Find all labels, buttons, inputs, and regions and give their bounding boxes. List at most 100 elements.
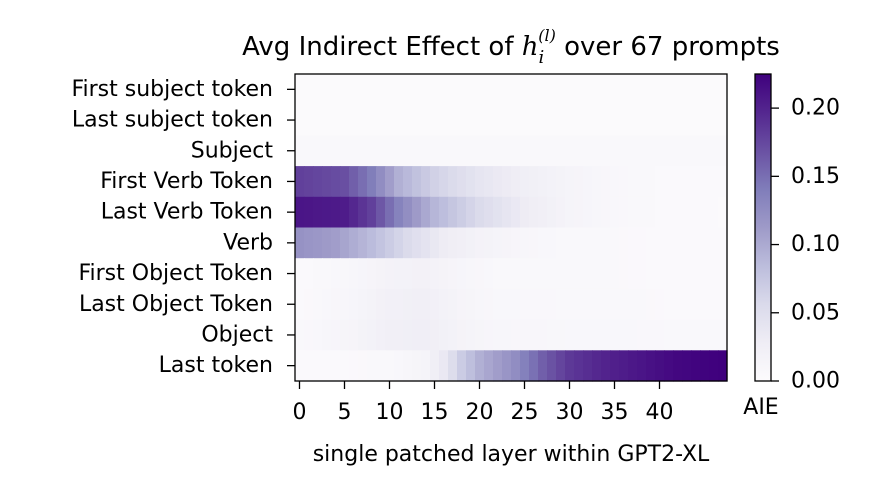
heatmap-cell (475, 196, 485, 229)
heatmap-cell (574, 104, 584, 136)
heatmap-cell (628, 104, 638, 136)
heatmap-cell (583, 135, 593, 167)
heatmap-cell (394, 196, 404, 229)
y-tick-label: Last Object Token (79, 292, 273, 317)
heatmap-cell (529, 135, 539, 167)
heatmap-cell (331, 166, 341, 198)
heatmap-cell (457, 135, 467, 167)
heatmap-cell (403, 288, 413, 321)
heatmap-cell (367, 319, 377, 351)
heatmap-cell (493, 74, 503, 106)
heatmap-cell (664, 166, 674, 198)
heatmap-cell (700, 166, 710, 198)
heatmap-cell (637, 319, 647, 351)
heatmap-cell (430, 166, 440, 198)
heatmap-cell (556, 288, 566, 321)
heatmap-cell (412, 74, 422, 106)
heatmap-cell (358, 166, 368, 198)
heatmap-cell (637, 350, 647, 382)
y-tick-label: Subject (191, 138, 274, 163)
heatmap-cell (565, 135, 575, 167)
heatmap-cell (457, 74, 467, 106)
heatmap-cell (691, 166, 701, 198)
heatmap-cell (565, 288, 575, 321)
heatmap-cell (610, 288, 620, 321)
heatmap-cell (322, 227, 332, 259)
heatmap-cell (313, 288, 323, 321)
heatmap-cell (511, 74, 521, 106)
heatmap-cell (511, 350, 521, 382)
heatmap-cell (592, 288, 602, 321)
heatmap-cell (376, 319, 386, 351)
heatmap-cell (547, 227, 557, 259)
heatmap-cell (601, 288, 611, 321)
heatmap-cell (718, 166, 728, 198)
heatmap-cell (511, 135, 521, 167)
heatmap-cell (448, 74, 458, 106)
y-tick-label: First Verb Token (100, 169, 273, 194)
heatmap-cell (475, 350, 485, 382)
heatmap-cell (574, 74, 584, 106)
heatmap-cell (412, 104, 422, 136)
heatmap-cell (439, 258, 449, 290)
heatmap-cell (511, 196, 521, 229)
heatmap-cell (592, 166, 602, 198)
heatmap-cell (565, 319, 575, 351)
heatmap-cell (637, 74, 647, 106)
heatmap-cell (574, 196, 584, 229)
heatmap-cell (655, 104, 665, 136)
heatmap-cell (376, 350, 386, 382)
heatmap-cell (340, 319, 350, 351)
heatmap-cell (412, 227, 422, 259)
chart-title-variable: h (522, 32, 539, 62)
heatmap-cell (556, 319, 566, 351)
heatmap-cell (457, 104, 467, 136)
colorbar-tick-label: 0.20 (791, 96, 840, 121)
heatmap-cell (673, 227, 683, 259)
heatmap-cell (367, 135, 377, 167)
heatmap-cell (646, 350, 656, 382)
heatmap-cell (583, 350, 593, 382)
heatmap-cell (295, 166, 305, 198)
heatmap-cell (592, 350, 602, 382)
colorbar-tick-label: 0.10 (791, 232, 840, 257)
heatmap-cell (700, 196, 710, 229)
heatmap-cell (502, 350, 512, 382)
heatmap-cell (484, 227, 494, 259)
heatmap-cell (349, 319, 359, 351)
heatmap-cell (556, 227, 566, 259)
heatmap-cell (556, 258, 566, 290)
heatmap-cell (421, 288, 431, 321)
heatmap-cell (601, 104, 611, 136)
heatmap-cell (502, 288, 512, 321)
heatmap-cell (349, 350, 359, 382)
heatmap-cell (583, 104, 593, 136)
heatmap-cell (313, 104, 323, 136)
heatmap-cell (718, 135, 728, 167)
heatmap-cell (520, 196, 530, 229)
heatmap-cell (448, 319, 458, 351)
heatmap-cell (484, 258, 494, 290)
heatmap-cell (565, 350, 575, 382)
heatmap-cell (466, 227, 476, 259)
heatmap-cell (493, 196, 503, 229)
heatmap-cell (457, 196, 467, 229)
heatmap-cell (682, 135, 692, 167)
heatmap-cell (574, 227, 584, 259)
heatmap-cell (628, 350, 638, 382)
heatmap-cell (700, 258, 710, 290)
heatmap-cell (682, 227, 692, 259)
heatmap-cell (385, 319, 395, 351)
heatmap-cell (691, 135, 701, 167)
heatmap-cell (565, 258, 575, 290)
heatmap-cell (655, 258, 665, 290)
heatmap-cell (376, 74, 386, 106)
heatmap-cell (664, 227, 674, 259)
heatmap-cell (421, 227, 431, 259)
heatmap-cell (529, 258, 539, 290)
heatmap-cell (358, 74, 368, 106)
heatmap-cell (700, 104, 710, 136)
heatmap-cell (547, 196, 557, 229)
heatmap-cell (340, 227, 350, 259)
heatmap-cell (610, 166, 620, 198)
